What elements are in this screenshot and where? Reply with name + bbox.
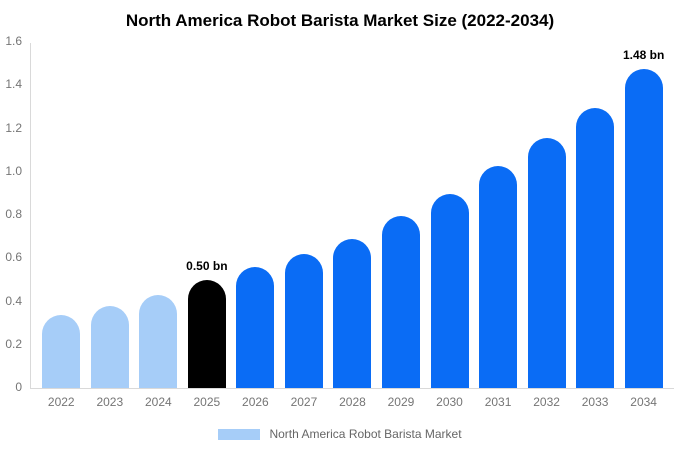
bar-column-2022: 2022: [37, 43, 86, 409]
bar-value-label-2034: 1.48 bn: [622, 47, 665, 62]
bar-2031: [479, 165, 518, 388]
x-tick-label-2030: 2030: [436, 395, 463, 409]
bars: 2022 2023 2024 0.50 bn 2025 2026 2027 2028 2029 2…: [31, 43, 674, 409]
y-axis-tick-labels: 0 0.2 0.4 0.6 0.8 1.0 1.2 1.4 1.6: [0, 34, 26, 394]
bar-2024: [139, 295, 178, 388]
bar-2032: [527, 137, 566, 388]
bar-value-label-2025: 0.50 bn: [186, 259, 228, 274]
bar-2028: [333, 239, 372, 388]
x-tick-label-2027: 2027: [290, 395, 318, 409]
y-tick-label: 1.6: [5, 34, 22, 48]
bar-column-2026: 2026: [231, 43, 280, 409]
y-tick-label: 1.2: [5, 120, 22, 135]
y-tick-label: 0.6: [5, 250, 22, 265]
bar-2033: [576, 107, 615, 388]
x-tick-label-2033: 2033: [581, 395, 609, 409]
x-tick-label-2026: 2026: [242, 395, 269, 409]
bar-2026: [236, 267, 275, 388]
bar-2023: [90, 306, 129, 388]
bar-2029: [381, 215, 420, 388]
bar-column-2034: 1.48 bn 2034: [619, 43, 668, 409]
y-tick-label: 0.8: [5, 207, 22, 221]
bar-column-2023: 2023: [86, 43, 135, 409]
y-tick-label: 0.4: [5, 293, 22, 308]
bar-2027: [284, 254, 323, 388]
bar-2030: [430, 193, 469, 388]
x-tick-label-2032: 2032: [533, 395, 560, 409]
bar-column-2031: 2031: [474, 43, 523, 409]
bar-column-2028: 2028: [328, 43, 377, 409]
legend-label: North America Robot Barista Market: [269, 427, 462, 441]
chart-title: North America Robot Barista Market Size …: [125, 11, 555, 30]
plot-area: 2022 2023 2024 0.50 bn 2025 2026 2027 2028 2029 2…: [30, 43, 674, 409]
y-tick-label: 0.2: [5, 336, 22, 351]
x-tick-label-2028: 2028: [339, 395, 366, 409]
bar-2034: [624, 68, 663, 388]
y-tick-label: 1.0: [5, 163, 22, 178]
bar-column-2025: 0.50 bn 2025: [183, 43, 232, 409]
bar-column-2027: 2027: [280, 43, 329, 409]
y-tick-label: 0: [15, 380, 22, 394]
x-tick-label-2025: 2025: [193, 395, 221, 409]
x-tick-label-2024: 2024: [144, 395, 172, 409]
x-tick-label-2029: 2029: [387, 395, 415, 409]
x-tick-label-2023: 2023: [96, 395, 124, 409]
y-tick-label: 1.4: [5, 77, 22, 92]
bar-column-2030: 2030: [425, 43, 474, 409]
bar-column-2024: 2024: [134, 43, 183, 409]
legend-swatch: [218, 428, 261, 440]
legend: North America Robot Barista Market: [0, 427, 680, 441]
x-tick-label-2022: 2022: [47, 395, 75, 409]
bar-column-2029: 2029: [377, 43, 426, 409]
bar-column-2032: 2032: [522, 43, 571, 409]
bar-2025: [187, 280, 226, 388]
bar-2022: [42, 314, 81, 388]
bar-column-2033: 2033: [571, 43, 620, 409]
x-tick-label-2034: 2034: [630, 395, 657, 409]
x-tick-label-2031: 2031: [484, 395, 512, 409]
